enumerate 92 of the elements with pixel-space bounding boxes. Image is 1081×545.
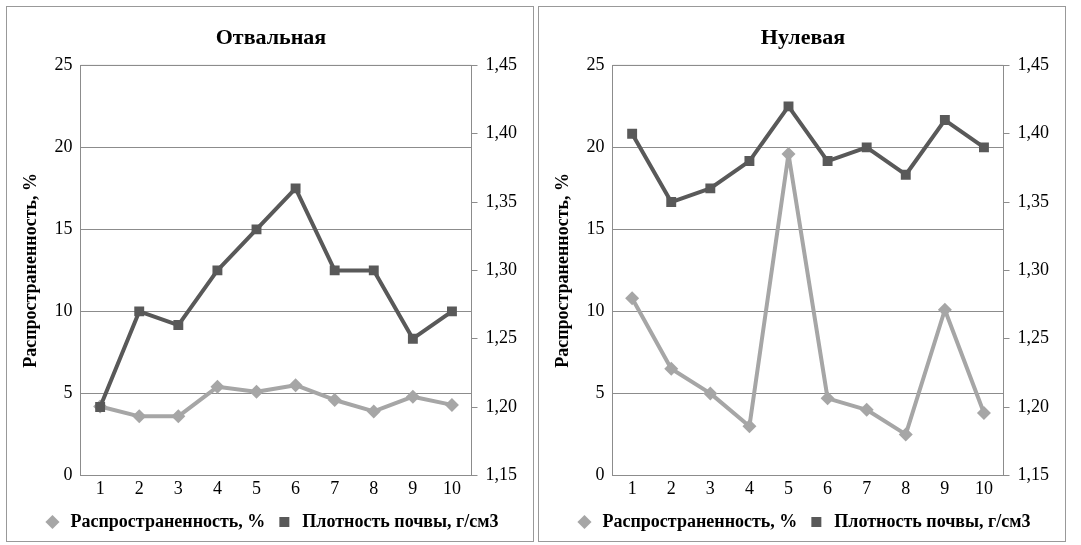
- x-tick-label: 6: [291, 477, 301, 498]
- x-tick-label: 9: [408, 477, 418, 498]
- point: [859, 402, 874, 417]
- point: [979, 142, 989, 153]
- y2-tick-label: 1,35: [1017, 190, 1049, 211]
- point: [900, 169, 911, 180]
- point: [781, 146, 796, 161]
- x-tick-label: 3: [705, 477, 715, 498]
- point: [744, 156, 755, 167]
- point: [625, 291, 640, 306]
- y-tick-label: 10: [586, 300, 605, 321]
- x-tick-label: 7: [330, 477, 340, 498]
- point: [407, 333, 418, 344]
- y-tick-label: 15: [54, 218, 73, 239]
- y-tick-label: 25: [54, 54, 73, 75]
- x-tick-label: 10: [974, 477, 993, 498]
- point: [251, 224, 262, 235]
- point: [861, 142, 872, 153]
- y2-tick-label: 1,20: [485, 395, 517, 416]
- point: [783, 101, 794, 112]
- x-tick-label: 1: [627, 477, 637, 498]
- y-tick-label: 20: [54, 136, 73, 157]
- y-tick-label: 25: [586, 54, 605, 75]
- point: [976, 406, 991, 421]
- x-tick-label: 9: [940, 477, 950, 498]
- y2-tick-label: 1,40: [1017, 122, 1049, 143]
- point: [249, 384, 264, 399]
- y-tick-label: 5: [63, 382, 73, 403]
- point: [937, 302, 952, 317]
- legend-label: Распространенность, %: [602, 510, 798, 531]
- point: [132, 409, 147, 424]
- point: [210, 379, 225, 394]
- point: [444, 397, 459, 412]
- legend-label: Распространенность, %: [70, 510, 266, 531]
- x-tick-label: 4: [212, 477, 222, 498]
- chart-title: Отвальная: [215, 23, 327, 49]
- x-tick-label: 4: [744, 477, 754, 498]
- x-tick-label: 1: [95, 477, 105, 498]
- point: [664, 361, 679, 376]
- y2-tick-label: 1,40: [485, 122, 517, 143]
- y2-tick-label: 1,35: [485, 190, 517, 211]
- chart-title: Нулевая: [760, 23, 846, 49]
- y-axis-title: Распространенность, %: [552, 172, 573, 368]
- y2-tick-label: 1,45: [485, 54, 517, 75]
- x-tick-label: 6: [823, 477, 833, 498]
- x-tick-label: 5: [784, 477, 794, 498]
- point: [822, 156, 833, 167]
- y2-tick-label: 1,25: [1017, 327, 1049, 348]
- point: [288, 378, 303, 393]
- point: [405, 389, 420, 404]
- legend-label: Плотность почвы, г/см3: [834, 510, 1031, 531]
- point: [820, 391, 835, 406]
- point: [290, 183, 301, 194]
- x-tick-label: 10: [442, 477, 461, 498]
- point: [703, 386, 718, 401]
- point: [705, 183, 716, 194]
- point: [898, 427, 913, 442]
- point: [327, 392, 342, 407]
- y2-tick-label: 1,15: [485, 464, 517, 485]
- y2-tick-label: 1,20: [1017, 395, 1049, 416]
- y-tick-label: 5: [595, 382, 605, 403]
- y2-tick-label: 1,45: [1017, 54, 1049, 75]
- point: [212, 265, 223, 276]
- point: [173, 320, 184, 331]
- x-tick-label: 8: [901, 477, 911, 498]
- y2-tick-label: 1,30: [485, 259, 517, 280]
- point: [368, 265, 379, 276]
- point: [447, 306, 457, 317]
- legend-label: Плотность почвы, г/см3: [302, 510, 499, 531]
- x-tick-label: 2: [134, 477, 144, 498]
- point: [171, 409, 186, 424]
- point: [627, 128, 638, 139]
- x-tick-label: 2: [666, 477, 676, 498]
- y2-tick-label: 1,15: [1017, 464, 1049, 485]
- x-tick-label: 8: [369, 477, 379, 498]
- y-tick-label: 20: [586, 136, 605, 157]
- point: [939, 115, 950, 126]
- x-tick-label: 3: [173, 477, 183, 498]
- point: [666, 197, 677, 208]
- x-tick-label: 7: [862, 477, 872, 498]
- point: [329, 265, 340, 276]
- y-tick-label: 0: [595, 464, 605, 485]
- x-tick-label: 5: [252, 477, 262, 498]
- y-tick-label: 15: [586, 218, 605, 239]
- y2-tick-label: 1,25: [485, 327, 517, 348]
- point: [742, 419, 757, 434]
- y-axis-title: Распространенность, %: [20, 172, 41, 368]
- y-tick-label: 0: [63, 464, 73, 485]
- y-tick-label: 10: [54, 300, 73, 321]
- y2-tick-label: 1,30: [1017, 259, 1049, 280]
- point: [134, 306, 145, 317]
- point: [366, 404, 381, 419]
